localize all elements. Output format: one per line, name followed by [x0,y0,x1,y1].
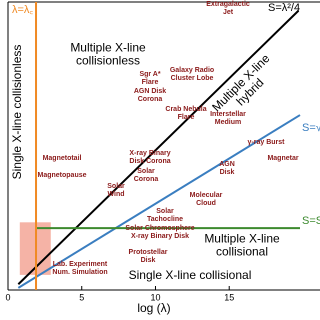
annotation-line: AGN [219,161,235,168]
series-line [17,114,301,289]
annotation-line: X-ray Binary Disk [131,233,189,240]
object-label: Magnetotail [43,155,82,162]
regime-label: Single X-line collisional [129,268,252,282]
x-axis-label: log (λ) [137,301,170,315]
annotation-line: Sgr A* [139,71,160,78]
annotation-line: Disk [220,169,235,176]
annotation-line: Corona [134,176,159,183]
annotation-line: Medium [215,119,241,126]
regime-label: Single X-line collisionless [10,45,24,180]
annotation-line: collisionless [76,54,140,68]
annotation-line: AGN Disk [134,88,166,95]
annotation-line: Single X-line collisionless [10,45,24,180]
annotation-line: Disk Corona [129,158,170,165]
object-label: Sgr A*Flare [139,71,160,86]
x-tick-label: 0 [5,292,10,302]
annotation-line: Corona [138,96,163,103]
series-line [17,9,300,285]
annotation-line: γ-ray Burst [248,139,286,146]
annotation-line: Wind [107,191,124,198]
annotation-line: collisional [216,245,268,259]
object-label: Magnetar [267,155,298,162]
annotation-line: Interstellar [210,111,246,118]
annotation-line: Magnetopause [37,172,86,179]
annotation-line: Extragalactic [206,1,250,8]
annotation-line: Molecular [190,192,223,199]
x-tick-label: 10 [150,292,160,302]
annotation-line: Lab. Experiment [53,261,108,268]
annotation-line: Magnetotail [43,155,82,162]
object-label: γ-ray Burst [248,139,286,146]
series-label: S=S꜀ [302,215,320,227]
annotation-line: Multiple X-line [204,232,280,246]
annotation-line: X-ray Binary [129,150,170,157]
annotation-line: Multiple X-line [70,41,146,55]
annotation-line: Flare [142,79,159,86]
annotation-line: Cloud [196,200,216,207]
series-label: λ=λ꜀ [12,4,33,16]
x-tick-label: 5 [79,292,84,302]
annotation-line: Jet [223,9,234,16]
annotation-line: Tachocline [147,216,183,223]
annotation-line: Cluster Lobe [171,75,214,82]
annotation-line: Flare [178,114,195,121]
series-label: S=λ²/4 [268,2,300,14]
series-label: S=√λ [302,122,320,134]
annotation-line: Protostellar [129,249,168,256]
annotation-line: Num. Simulation [52,269,107,276]
annotation-line: Disk [141,257,156,264]
annotation-line: Crab Nebula [165,106,206,113]
annotation-line: Solar Chromosphere [125,225,194,232]
annotation-line: Single X-line collisional [129,268,252,282]
annotation-line: Solar [156,208,174,215]
annotation-line: Galaxy Radio [170,67,214,74]
annotation-line: Solar [137,168,155,175]
annotation-line: Magnetar [267,155,298,162]
x-tick-label: 15 [224,292,234,302]
object-label: Magnetopause [37,172,86,179]
annotation-line: Solar [107,183,125,190]
